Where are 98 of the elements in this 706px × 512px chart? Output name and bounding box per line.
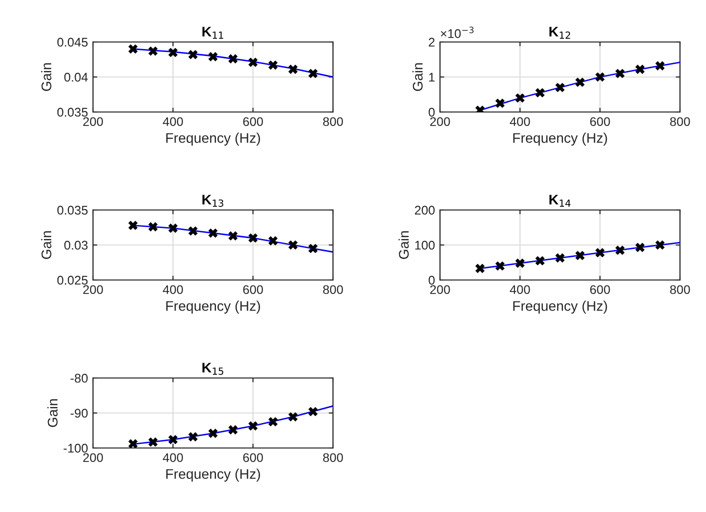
point xyxy=(188,50,198,60)
point xyxy=(555,253,565,263)
point xyxy=(268,236,278,246)
point xyxy=(635,242,645,252)
point xyxy=(308,68,318,78)
point xyxy=(128,439,138,448)
point xyxy=(148,46,158,56)
point xyxy=(268,60,278,70)
point xyxy=(535,256,545,266)
x-tick-label: 800 xyxy=(323,285,343,294)
point xyxy=(128,44,138,54)
point xyxy=(288,64,298,74)
point xyxy=(288,412,298,422)
x-axis-title: Frequency (Hz) xyxy=(166,300,260,314)
point xyxy=(148,222,158,232)
x-tick-label: 600 xyxy=(590,117,610,126)
y-tick-label: -90 xyxy=(70,408,88,418)
x-tick-label: 800 xyxy=(323,117,343,126)
x-axis-title: Frequency (Hz) xyxy=(513,300,607,314)
y-tick-label: 0.025 xyxy=(57,276,88,285)
text: ×10$^{−3}$ xyxy=(440,26,474,38)
y-tick-label: -80 xyxy=(70,374,88,383)
y-tick-label: 0.035 xyxy=(57,108,88,117)
point xyxy=(615,68,625,78)
chart-title: K$_{15}$ xyxy=(202,362,224,375)
point xyxy=(615,246,625,255)
x-tick-label: 400 xyxy=(162,285,183,294)
point xyxy=(655,240,665,250)
point xyxy=(495,261,505,271)
point xyxy=(575,250,585,260)
point xyxy=(228,425,238,434)
point xyxy=(635,64,645,74)
y-tick-label: 0.04 xyxy=(64,72,88,82)
x-axis-title: Frequency (Hz) xyxy=(166,468,260,482)
point xyxy=(188,432,198,442)
x-tick-label: 400 xyxy=(510,117,530,126)
y-tick-label: 100 xyxy=(415,240,435,250)
x-tick-label: 800 xyxy=(670,285,690,294)
chart-title: K$_{14}$ xyxy=(549,194,571,207)
y-axis-title: Gain xyxy=(41,63,52,91)
chart-title: K$_{12}$ xyxy=(549,26,570,39)
y-tick-label: 0.045 xyxy=(57,38,88,47)
point xyxy=(168,48,178,58)
x-axis-title: Frequency (Hz) xyxy=(513,132,607,146)
point xyxy=(248,58,258,67)
x-tick-label: 600 xyxy=(243,117,263,126)
point xyxy=(655,61,665,70)
point xyxy=(168,434,178,444)
x-tick-label: 400 xyxy=(510,285,530,294)
point xyxy=(228,231,238,241)
point xyxy=(595,248,605,258)
chart-title: K$_{13}$ xyxy=(202,194,224,207)
x-axis-title: Frequency (Hz) xyxy=(166,132,260,146)
y-tick-label: 0.035 xyxy=(57,206,88,215)
x-tick-label: 200 xyxy=(83,117,103,126)
x-tick-label: 800 xyxy=(670,117,690,126)
y-axis-title: Gain xyxy=(412,63,423,91)
point xyxy=(555,82,565,92)
point xyxy=(228,54,238,64)
point xyxy=(128,220,138,230)
y-tick-label: 0 xyxy=(428,276,435,285)
x-tick-label: 600 xyxy=(243,453,263,462)
point xyxy=(535,88,545,98)
chart-title: K$_{11}$ xyxy=(202,26,224,39)
x-tick-label: 400 xyxy=(162,117,183,126)
point xyxy=(475,264,485,274)
y-tick-label: 0 xyxy=(428,108,435,117)
y-axis-title: Gain xyxy=(41,231,52,259)
point xyxy=(495,98,505,108)
x-tick-label: 400 xyxy=(162,453,183,462)
y-tick-label: -100 xyxy=(64,444,88,453)
point xyxy=(308,244,318,254)
point xyxy=(188,226,198,236)
point xyxy=(268,417,278,426)
y-axis-title: Gain xyxy=(398,231,409,259)
point xyxy=(208,52,218,62)
point xyxy=(515,93,525,103)
x-tick-label: 600 xyxy=(590,285,610,294)
point xyxy=(288,240,298,250)
point xyxy=(248,233,258,243)
x-tick-label: 200 xyxy=(83,453,103,462)
point xyxy=(148,437,158,447)
x-tick-label: 200 xyxy=(83,285,103,294)
y-axis-title: Gain xyxy=(47,399,58,427)
x-tick-label: 600 xyxy=(243,285,263,294)
point xyxy=(248,421,258,431)
point xyxy=(208,428,218,438)
x-tick-label: 800 xyxy=(323,453,343,462)
point xyxy=(308,406,318,416)
y-tick-label: 200 xyxy=(414,206,435,215)
y-tick-label: 1 xyxy=(429,72,435,82)
point xyxy=(515,258,525,268)
point xyxy=(575,78,585,87)
point xyxy=(595,72,605,82)
point xyxy=(208,228,218,238)
y-tick-label: 2 xyxy=(428,38,435,47)
y-tick-label: 0.03 xyxy=(64,240,88,250)
point xyxy=(168,224,178,233)
